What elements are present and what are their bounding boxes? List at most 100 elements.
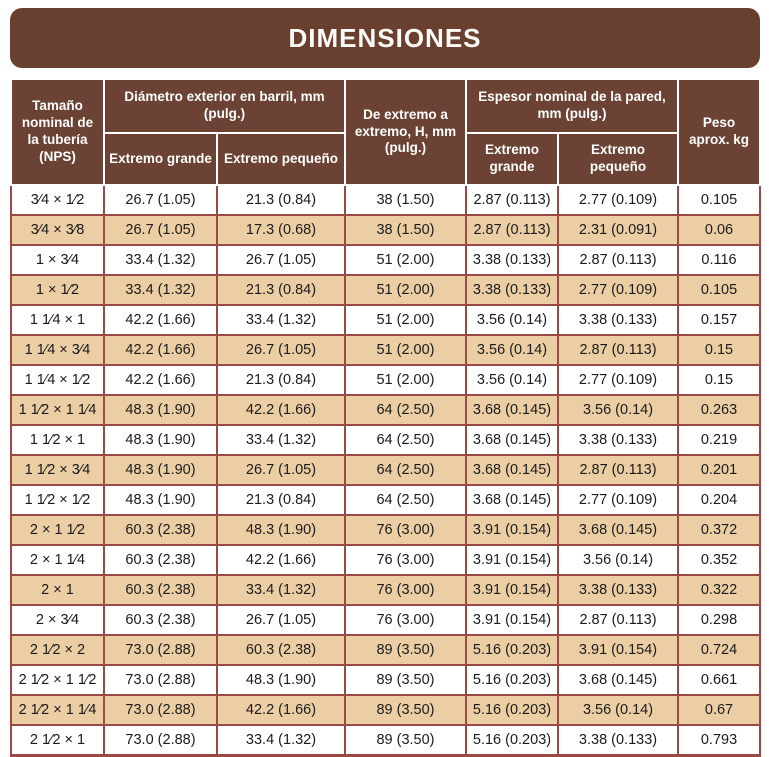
cell-weight: 0.67	[677, 694, 762, 726]
cell-barrel-od-large: 73.0 (2.88)	[103, 724, 218, 757]
cell-wall-large: 5.16 (0.203)	[465, 634, 559, 666]
cell-barrel-od-small: 26.7 (1.05)	[216, 244, 346, 276]
cell-end-to-end: 38 (1.50)	[344, 214, 467, 246]
table-row: 1 1⁄4 × 3⁄4 42.2 (1.66) 26.7 (1.05) 51 (2.0…	[10, 334, 762, 366]
cell-barrel-od-small: 21.3 (0.84)	[216, 364, 346, 396]
header-wall-large: Extremo grande	[465, 132, 559, 186]
cell-wall-small: 2.87 (0.113)	[556, 604, 680, 636]
cell-end-to-end: 76 (3.00)	[344, 514, 467, 546]
table-row: 2 1⁄2 × 1 73.0 (2.88) 33.4 (1.32) 89 (3.50)…	[10, 724, 762, 757]
cell-wall-small: 2.77 (0.109)	[556, 364, 680, 396]
cell-barrel-od-small: 33.4 (1.32)	[216, 574, 346, 606]
cell-wall-small: 2.77 (0.109)	[556, 274, 680, 306]
table-row: 2 1⁄2 × 2 73.0 (2.88) 60.3 (2.38) 89 (3.50)…	[10, 634, 762, 666]
table-row: 1 1⁄4 × 1 42.2 (1.66) 33.4 (1.32) 51 (2.00)…	[10, 304, 762, 336]
cell-wall-small: 3.56 (0.14)	[556, 394, 680, 426]
cell-wall-small: 3.68 (0.145)	[556, 514, 680, 546]
cell-weight: 0.219	[677, 424, 762, 456]
cell-barrel-od-large: 73.0 (2.88)	[103, 634, 218, 666]
cell-wall-small: 2.31 (0.091)	[556, 214, 680, 246]
cell-weight: 0.263	[677, 394, 762, 426]
cell-end-to-end: 89 (3.50)	[344, 634, 467, 666]
header-wall-small: Extremo pequeño	[556, 132, 680, 186]
cell-end-to-end: 76 (3.00)	[344, 574, 467, 606]
cell-end-to-end: 76 (3.00)	[344, 544, 467, 576]
cell-end-to-end: 51 (2.00)	[344, 244, 467, 276]
table-row: 2 × 3⁄4 60.3 (2.38) 26.7 (1.05) 76 (3.00) 3.…	[10, 604, 762, 636]
cell-wall-small: 3.56 (0.14)	[556, 694, 680, 726]
cell-barrel-od-small: 60.3 (2.38)	[216, 634, 346, 666]
cell-nps: 1 × 1⁄2	[10, 274, 105, 306]
cell-nps: 1 1⁄4 × 1⁄2	[10, 364, 105, 396]
cell-nps: 2 × 3⁄4	[10, 604, 105, 636]
cell-barrel-od-large: 60.3 (2.38)	[103, 574, 218, 606]
cell-wall-large: 3.91 (0.154)	[465, 604, 559, 636]
cell-wall-large: 5.16 (0.203)	[465, 724, 559, 757]
cell-end-to-end: 64 (2.50)	[344, 394, 467, 426]
cell-weight: 0.724	[677, 634, 762, 666]
cell-end-to-end: 89 (3.50)	[344, 724, 467, 757]
cell-wall-large: 3.68 (0.145)	[465, 484, 559, 516]
table-body: 3⁄4 × 1⁄2 26.7 (1.05) 21.3 (0.84) 38 (1.50)…	[10, 184, 762, 757]
cell-barrel-od-large: 33.4 (1.32)	[103, 274, 218, 306]
dimensions-table: Tamaño nominal de la tubería (NPS) Diáme…	[10, 78, 762, 757]
cell-end-to-end: 89 (3.50)	[344, 694, 467, 726]
cell-barrel-od-small: 42.2 (1.66)	[216, 394, 346, 426]
cell-wall-large: 2.87 (0.113)	[465, 214, 559, 246]
cell-wall-small: 3.38 (0.133)	[556, 574, 680, 606]
cell-wall-small: 3.91 (0.154)	[556, 634, 680, 666]
cell-barrel-od-small: 42.2 (1.66)	[216, 694, 346, 726]
header-wall-group: Espesor nominal de la pared, mm (pulg.)	[464, 78, 680, 134]
cell-end-to-end: 64 (2.50)	[344, 454, 467, 486]
cell-barrel-od-large: 73.0 (2.88)	[103, 694, 218, 726]
table-row: 1 × 3⁄4 33.4 (1.32) 26.7 (1.05) 51 (2.00) 3.…	[10, 244, 762, 276]
cell-barrel-od-small: 17.3 (0.68)	[216, 214, 346, 246]
cell-wall-large: 3.56 (0.14)	[465, 304, 559, 336]
table-row: 1 1⁄2 × 1 48.3 (1.90) 33.4 (1.32) 64 (2.50)…	[10, 424, 762, 456]
cell-wall-small: 3.56 (0.14)	[556, 544, 680, 576]
cell-weight: 0.15	[677, 364, 762, 396]
cell-wall-large: 3.68 (0.145)	[465, 394, 559, 426]
cell-end-to-end: 64 (2.50)	[344, 424, 467, 456]
cell-nps: 2 1⁄2 × 1 1⁄4	[10, 694, 105, 726]
table-header: Tamaño nominal de la tubería (NPS) Diáme…	[10, 78, 762, 186]
table-row: 2 1⁄2 × 1 1⁄2 73.0 (2.88) 48.3 (1.90) 89 (3…	[10, 664, 762, 696]
cell-end-to-end: 64 (2.50)	[344, 484, 467, 516]
cell-barrel-od-small: 26.7 (1.05)	[216, 604, 346, 636]
cell-weight: 0.204	[677, 484, 762, 516]
cell-end-to-end: 76 (3.00)	[344, 604, 467, 636]
cell-wall-small: 2.77 (0.109)	[556, 184, 680, 216]
table-row: 1 1⁄2 × 3⁄4 48.3 (1.90) 26.7 (1.05) 64 (2.5…	[10, 454, 762, 486]
cell-nps: 1 1⁄2 × 3⁄4	[10, 454, 105, 486]
cell-weight: 0.661	[677, 664, 762, 696]
cell-barrel-od-small: 33.4 (1.32)	[216, 424, 346, 456]
cell-wall-large: 3.91 (0.154)	[465, 514, 559, 546]
cell-nps: 1 × 3⁄4	[10, 244, 105, 276]
page-title: DIMENSIONES	[288, 22, 482, 53]
cell-nps: 2 × 1 1⁄4	[10, 544, 105, 576]
cell-wall-large: 3.56 (0.14)	[465, 334, 559, 366]
cell-barrel-od-large: 60.3 (2.38)	[103, 544, 218, 576]
cell-wall-large: 3.91 (0.154)	[465, 544, 559, 576]
cell-weight: 0.352	[677, 544, 762, 576]
cell-barrel-od-large: 26.7 (1.05)	[103, 214, 218, 246]
cell-barrel-od-small: 21.3 (0.84)	[216, 184, 346, 216]
cell-nps: 1 1⁄2 × 1 1⁄4	[10, 394, 105, 426]
cell-barrel-od-small: 26.7 (1.05)	[216, 454, 346, 486]
cell-barrel-od-large: 73.0 (2.88)	[103, 664, 218, 696]
header-weight: Peso aprox. kg	[677, 78, 762, 186]
cell-end-to-end: 38 (1.50)	[344, 184, 467, 216]
table-row: 1 × 1⁄2 33.4 (1.32) 21.3 (0.84) 51 (2.00) 3.…	[10, 274, 762, 306]
cell-wall-small: 2.87 (0.113)	[556, 454, 680, 486]
header-end-to-end: De extremo a extremo, H, mm (pulg.)	[344, 78, 467, 186]
cell-nps: 2 × 1 1⁄2	[10, 514, 105, 546]
cell-nps: 1 1⁄4 × 1	[10, 304, 105, 336]
cell-barrel-od-large: 48.3 (1.90)	[103, 394, 218, 426]
cell-weight: 0.793	[677, 724, 762, 757]
header-nps: Tamaño nominal de la tubería (NPS)	[10, 78, 105, 186]
cell-wall-small: 3.68 (0.145)	[556, 664, 680, 696]
title-banner: DIMENSIONES	[10, 8, 760, 68]
cell-barrel-od-large: 48.3 (1.90)	[103, 454, 218, 486]
cell-wall-small: 3.38 (0.133)	[556, 424, 680, 456]
